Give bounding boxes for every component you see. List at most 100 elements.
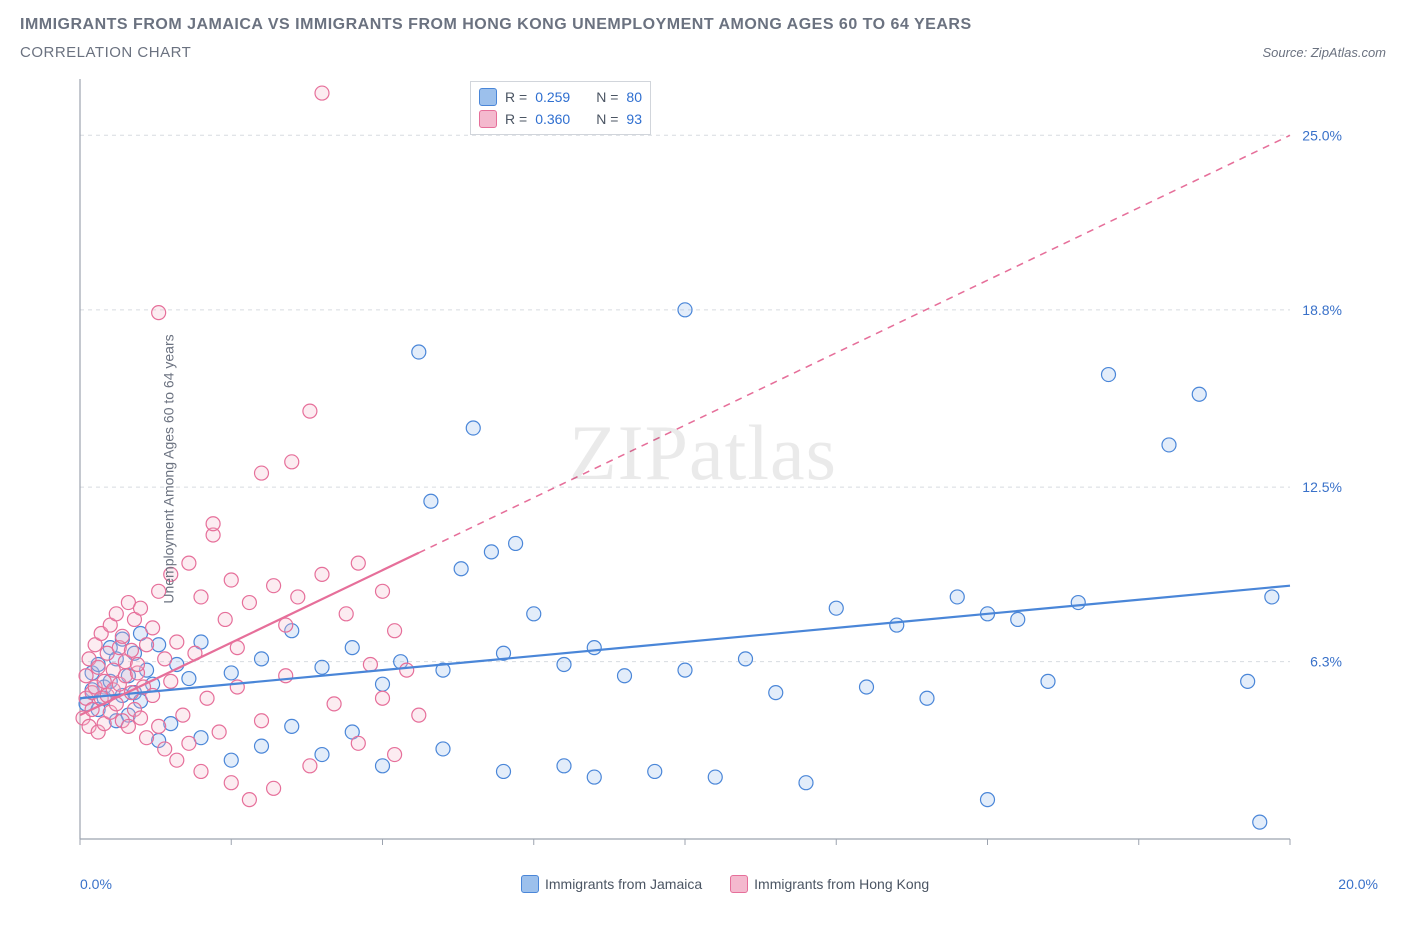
data-point <box>267 579 281 593</box>
data-point <box>388 748 402 762</box>
data-point <box>164 674 178 688</box>
data-point <box>152 719 166 733</box>
data-point <box>224 776 238 790</box>
data-point <box>708 770 722 784</box>
data-point <box>255 714 269 728</box>
data-point <box>351 556 365 570</box>
data-point <box>981 793 995 807</box>
series-legend: Immigrants from Jamaica Immigrants from H… <box>521 875 929 893</box>
data-point <box>400 663 414 677</box>
data-point <box>388 624 402 638</box>
data-point <box>303 404 317 418</box>
x-axis-max-label: 20.0% <box>1338 876 1378 892</box>
data-point <box>739 652 753 666</box>
data-point <box>170 753 184 767</box>
data-point <box>124 643 138 657</box>
data-point <box>618 669 632 683</box>
data-point <box>799 776 813 790</box>
data-point <box>1102 368 1116 382</box>
data-point <box>212 725 226 739</box>
scatter-plot: 6.3%12.5%18.8%25.0% <box>20 69 1360 869</box>
trend-line-solid <box>80 586 1290 699</box>
legend-swatch <box>730 875 748 893</box>
n-label: N = <box>596 89 618 105</box>
data-point <box>200 691 214 705</box>
chart-title-line2: CORRELATION CHART <box>20 44 191 61</box>
data-point <box>678 663 692 677</box>
data-point <box>279 618 293 632</box>
x-axis-footer: 0.0% Immigrants from JamaicaImmigrants f… <box>20 875 1386 893</box>
data-point <box>412 345 426 359</box>
data-point <box>339 607 353 621</box>
data-point <box>255 652 269 666</box>
data-point <box>1265 590 1279 604</box>
data-point <box>315 567 329 581</box>
data-point <box>206 517 220 531</box>
data-point <box>242 793 256 807</box>
data-point <box>920 691 934 705</box>
data-point <box>315 86 329 100</box>
data-point <box>1253 815 1267 829</box>
data-point <box>376 759 390 773</box>
data-point <box>158 652 172 666</box>
n-label: N = <box>596 111 618 127</box>
data-point <box>182 556 196 570</box>
legend-swatch <box>479 88 497 106</box>
stat-legend-row: R =0.360N =93 <box>479 108 642 130</box>
data-point <box>587 641 601 655</box>
legend-swatch <box>521 875 539 893</box>
data-point <box>224 753 238 767</box>
data-point <box>829 601 843 615</box>
data-point <box>134 711 148 725</box>
data-point <box>557 759 571 773</box>
n-value: 93 <box>626 111 642 127</box>
data-point <box>194 764 208 778</box>
legend-label: Immigrants from Jamaica <box>545 876 702 892</box>
data-point <box>140 638 154 652</box>
legend-label: Immigrants from Hong Kong <box>754 876 929 892</box>
data-point <box>678 303 692 317</box>
trend-line-solid <box>80 553 419 715</box>
data-point <box>224 666 238 680</box>
data-point <box>1011 612 1025 626</box>
data-point <box>648 764 662 778</box>
trend-line-dashed <box>419 135 1290 552</box>
data-point <box>327 697 341 711</box>
data-point <box>130 657 144 671</box>
x-axis-min-label: 0.0% <box>80 876 112 892</box>
data-point <box>176 708 190 722</box>
data-point <box>860 680 874 694</box>
data-point <box>146 621 160 635</box>
data-point <box>285 719 299 733</box>
data-point <box>134 601 148 615</box>
r-value: 0.259 <box>535 89 570 105</box>
data-point <box>454 562 468 576</box>
data-point <box>140 731 154 745</box>
data-point <box>121 719 135 733</box>
data-point <box>1192 387 1206 401</box>
data-point <box>557 657 571 671</box>
data-point <box>769 686 783 700</box>
stat-legend-row: R = 0.259 N = 80 <box>479 86 642 108</box>
data-point <box>890 618 904 632</box>
stat-legend-box: R =0.259N =80R =0.360N =93 <box>470 81 651 135</box>
source-attribution: Source: ZipAtlas.com <box>1262 45 1386 60</box>
data-point <box>255 466 269 480</box>
data-point <box>255 739 269 753</box>
data-point <box>224 573 238 587</box>
data-point <box>1071 596 1085 610</box>
data-point <box>291 590 305 604</box>
r-label: R = <box>505 89 527 105</box>
data-point <box>1041 674 1055 688</box>
y-tick-label: 18.8% <box>1302 302 1342 318</box>
data-point <box>315 748 329 762</box>
data-point <box>466 421 480 435</box>
data-point <box>424 494 438 508</box>
data-point <box>194 590 208 604</box>
chart-title-line1: IMMIGRANTS FROM JAMAICA VS IMMIGRANTS FR… <box>20 16 1386 34</box>
y-axis-label: Unemployment Among Ages 60 to 64 years <box>161 334 177 603</box>
n-value: 80 <box>626 89 642 105</box>
y-tick-label: 12.5% <box>1302 479 1342 495</box>
data-point <box>351 736 365 750</box>
data-point <box>303 759 317 773</box>
